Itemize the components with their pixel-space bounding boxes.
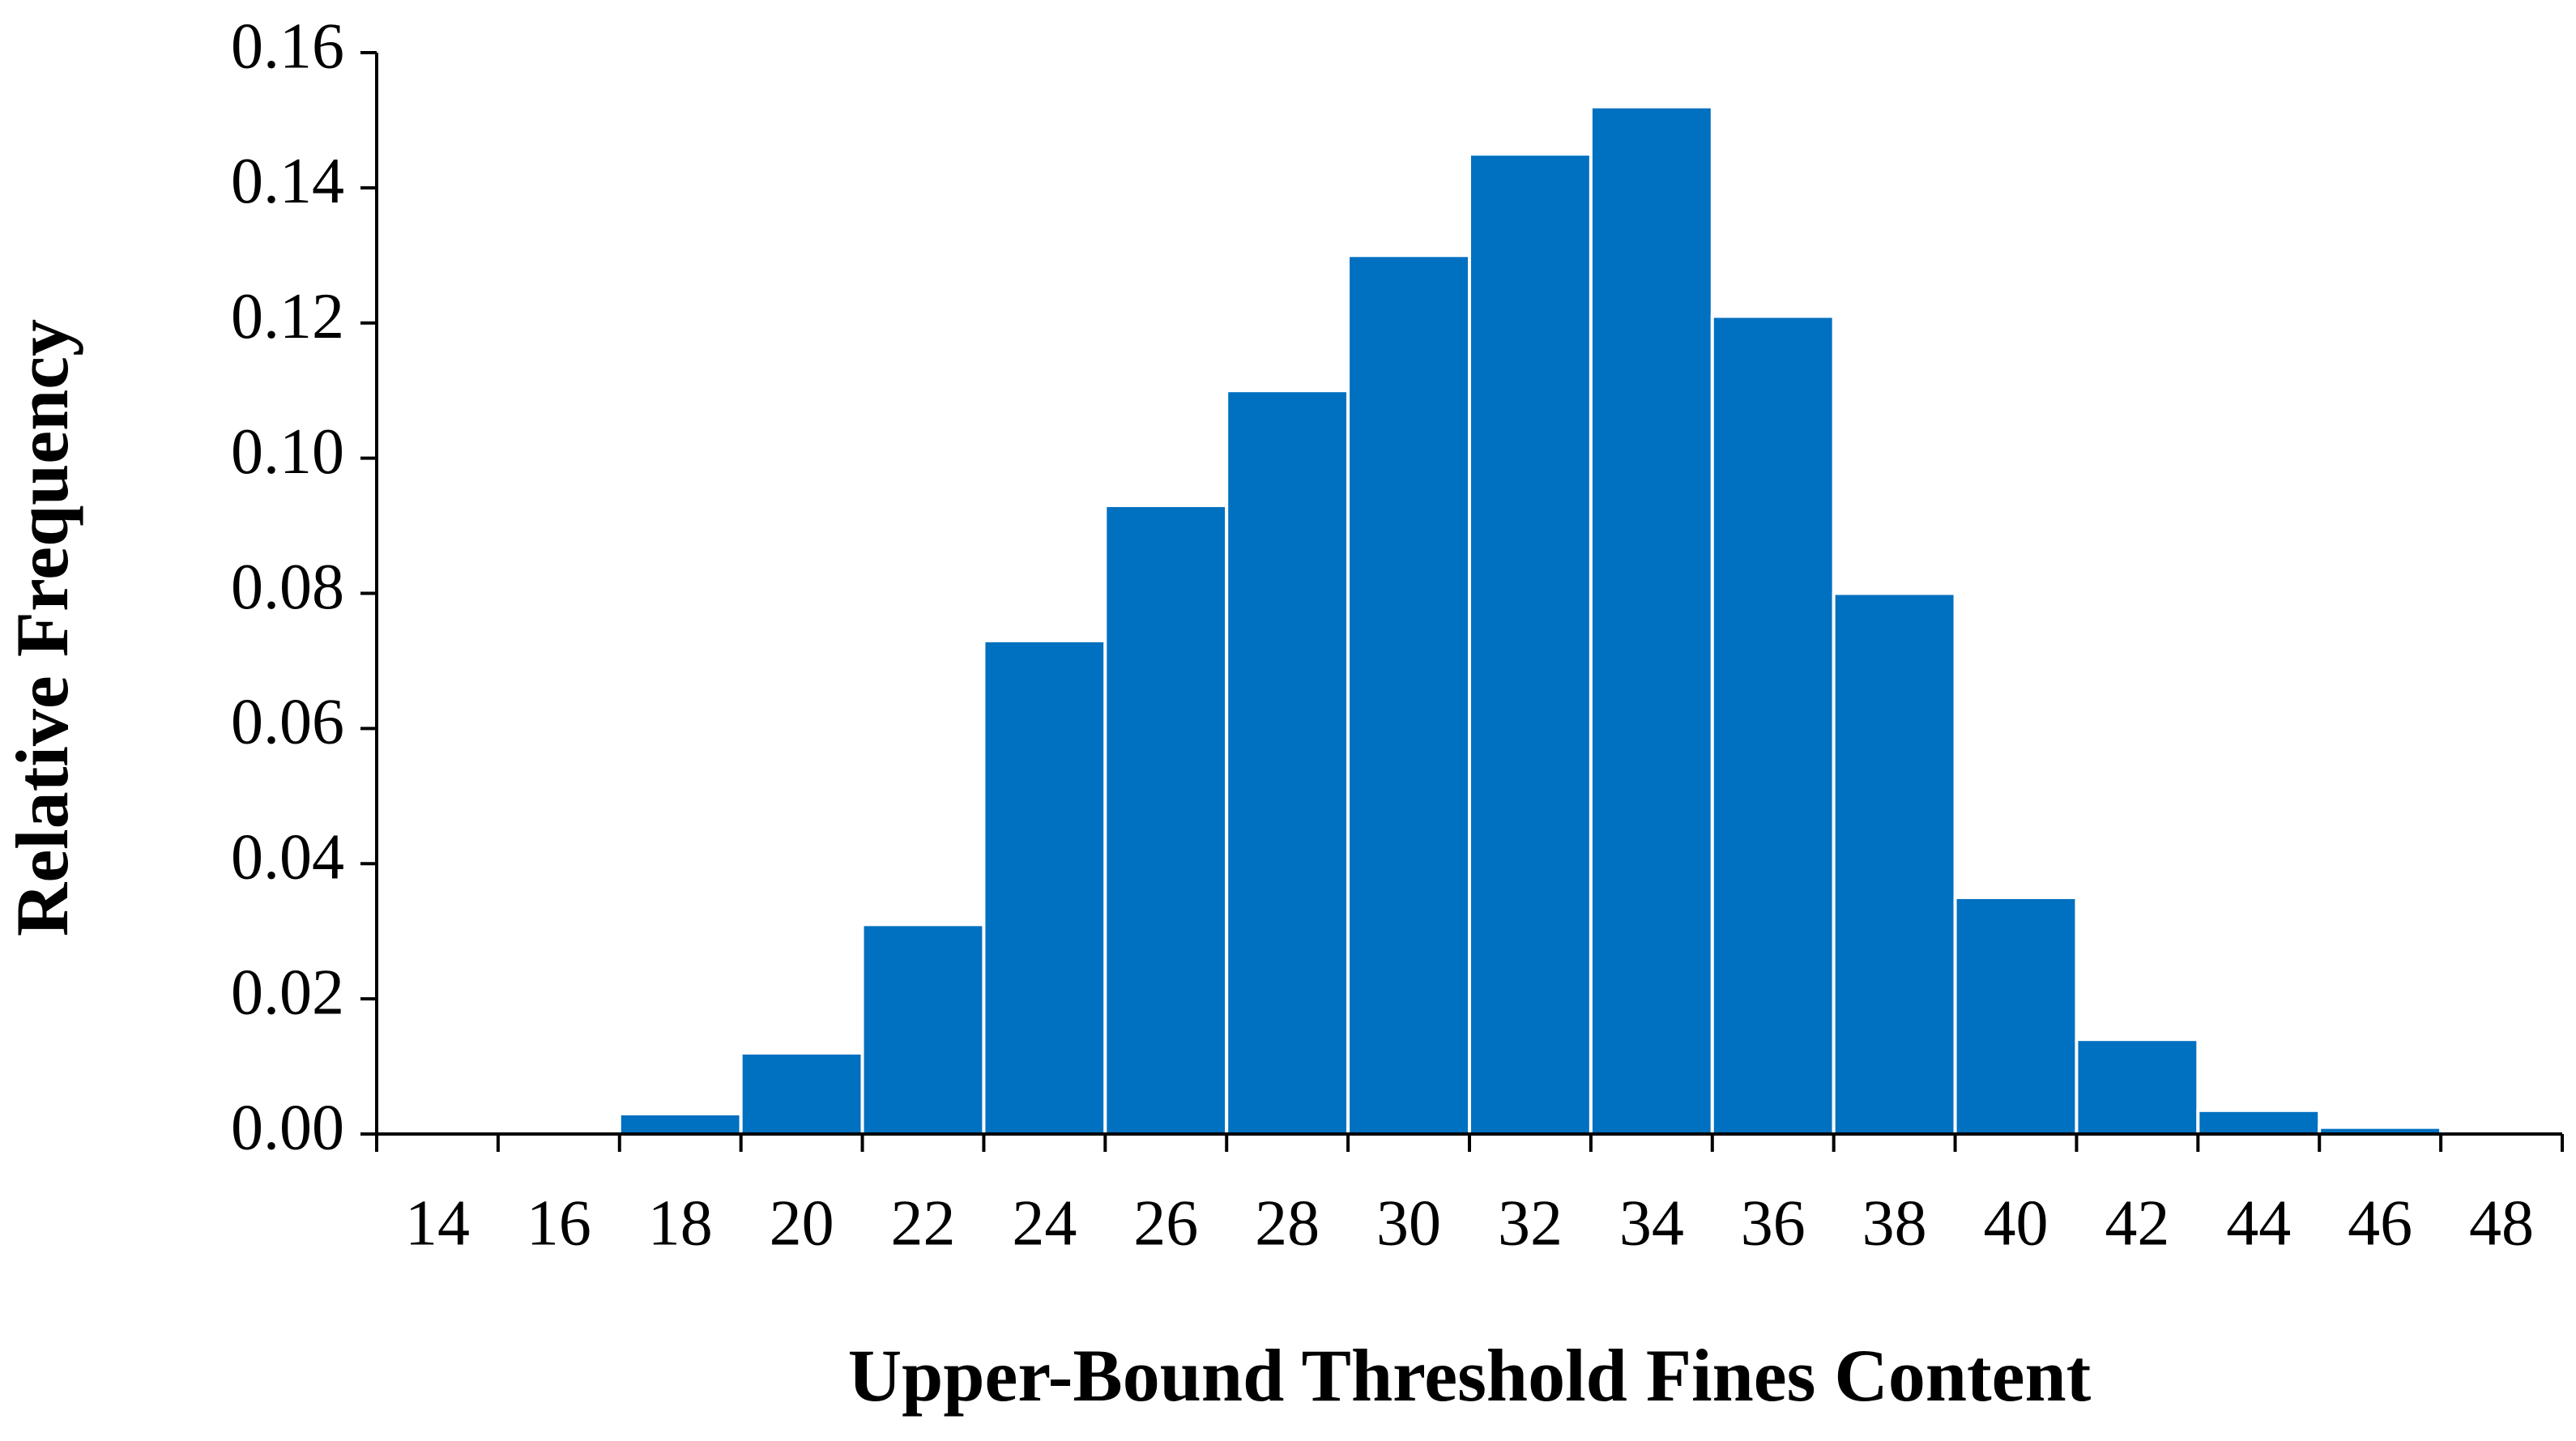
x-tick-label: 40 — [1984, 1187, 2049, 1259]
y-tick-label: 0.00 — [231, 1092, 344, 1163]
x-tick-label: 26 — [1133, 1187, 1198, 1259]
x-tick-label: 42 — [2105, 1187, 2169, 1259]
x-tick-label: 36 — [1741, 1187, 1806, 1259]
y-tick-label: 0.10 — [231, 416, 344, 488]
y-tick-label: 0.02 — [231, 957, 344, 1028]
bar — [739, 1051, 864, 1136]
bar — [1103, 504, 1229, 1136]
bar — [1832, 591, 1957, 1136]
bar — [1468, 152, 1593, 1136]
x-tick-label: 16 — [527, 1187, 591, 1259]
x-tick-label: 44 — [2226, 1187, 2291, 1259]
x-tick-label: 18 — [648, 1187, 713, 1259]
y-tick-label: 0.12 — [231, 281, 344, 352]
bar — [1346, 254, 1471, 1136]
y-tick-label: 0.04 — [231, 822, 344, 893]
y-axis-title: Relative Frequency — [1, 319, 83, 936]
y-tick-label: 0.06 — [231, 687, 344, 758]
y-tick-label: 0.08 — [231, 552, 344, 623]
x-tick-label: 14 — [405, 1187, 470, 1259]
x-tick-label: 24 — [1012, 1187, 1077, 1259]
x-tick-label: 32 — [1498, 1187, 1563, 1259]
x-tick-label: 48 — [2469, 1187, 2534, 1259]
bar — [860, 923, 986, 1136]
x-tick-label: 34 — [1619, 1187, 1684, 1259]
x-tick-label: 38 — [1862, 1187, 1927, 1259]
bar — [2196, 1108, 2322, 1136]
y-tick-label: 0.16 — [231, 11, 344, 82]
bar — [1953, 895, 2079, 1136]
bar — [617, 1111, 743, 1136]
bar — [2075, 1038, 2200, 1136]
x-axis-title: Upper-Bound Threshold Fines Content — [848, 1334, 2092, 1417]
bar — [1710, 314, 1836, 1136]
x-tick-label: 28 — [1255, 1187, 1320, 1259]
y-tick-label: 0.14 — [231, 146, 344, 217]
x-tick-label: 20 — [770, 1187, 834, 1259]
x-tick-label: 22 — [891, 1187, 956, 1259]
x-tick-label: 30 — [1376, 1187, 1441, 1259]
bar — [1589, 104, 1714, 1136]
x-tick-label: 46 — [2348, 1187, 2412, 1259]
bar — [982, 638, 1107, 1136]
bar — [1225, 389, 1350, 1136]
